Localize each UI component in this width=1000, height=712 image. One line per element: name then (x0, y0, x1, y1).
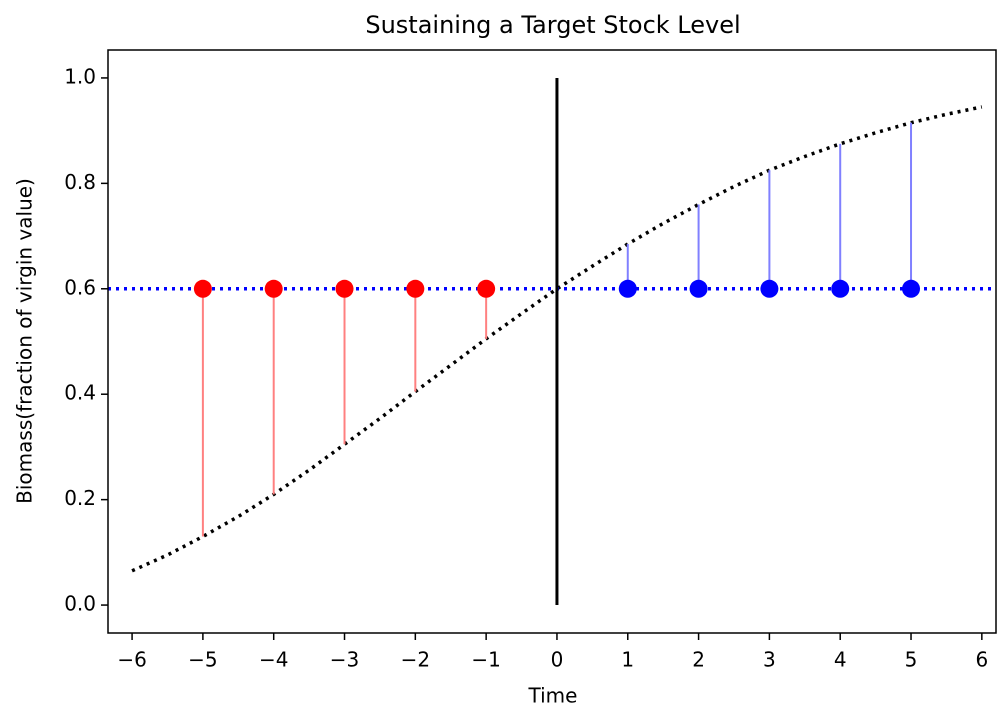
chart-title: Sustaining a Target Stock Level (365, 11, 740, 39)
marker (335, 279, 354, 298)
marker (902, 279, 921, 298)
x-tick-label: −4 (259, 648, 288, 672)
x-tick-label: −2 (401, 648, 430, 672)
marker (193, 279, 212, 298)
marker (618, 279, 637, 298)
marker (760, 279, 779, 298)
y-tick-label: 0.8 (64, 170, 96, 194)
x-tick-label: 0 (551, 648, 564, 672)
x-tick-label: 1 (621, 648, 634, 672)
y-tick-label: 0.4 (64, 381, 96, 405)
y-tick-label: 0.6 (64, 275, 96, 299)
x-axis-label: Time (528, 684, 578, 708)
marker (477, 279, 496, 298)
y-tick-label: 0.2 (64, 486, 96, 510)
marker (406, 279, 425, 298)
x-tick-label: −5 (188, 648, 217, 672)
marker (264, 279, 283, 298)
y-tick-label: 1.0 (64, 64, 96, 88)
x-tick-label: −3 (330, 648, 359, 672)
x-tick-label: 2 (692, 648, 705, 672)
axes-frame (107, 49, 997, 634)
x-tick-label: 5 (905, 648, 918, 672)
x-tick-label: −1 (471, 648, 500, 672)
x-tick-label: 6 (975, 648, 988, 672)
marker (831, 279, 850, 298)
x-tick-label: −6 (117, 648, 146, 672)
marker (689, 279, 708, 298)
x-tick-label: 4 (834, 648, 847, 672)
y-tick-label: 0.0 (64, 592, 96, 616)
x-tick-label: 3 (763, 648, 776, 672)
y-axis-label: Biomass(fraction of virgin value) (13, 178, 37, 504)
